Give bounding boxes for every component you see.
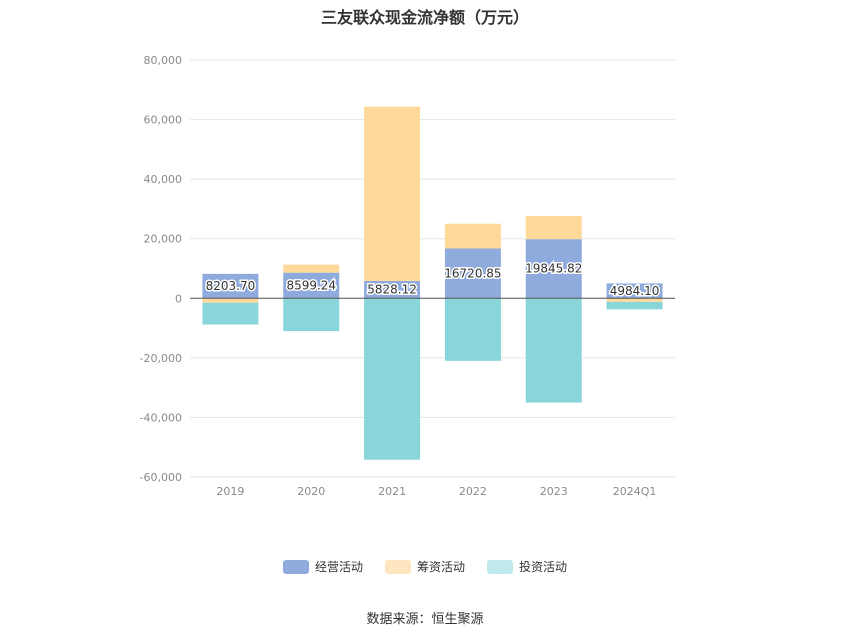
y-tick-label: 40,000 xyxy=(144,173,183,186)
bar-investing xyxy=(283,298,340,332)
bar-financing xyxy=(606,298,663,302)
y-tick-label: 20,000 xyxy=(144,233,183,246)
source-note: 数据来源：恒生聚源 xyxy=(366,612,484,627)
legend-label-investing: 投资活动 xyxy=(519,560,568,574)
legend-swatch-operating xyxy=(282,559,309,574)
bar-investing xyxy=(525,298,582,403)
data-label: 5828.12 xyxy=(367,283,417,297)
x-tick-label: 2019 xyxy=(216,485,244,498)
chart-title: 三友联众现金流净额（万元） xyxy=(320,8,529,27)
legend-item-financing[interactable]: 筹资活动 xyxy=(384,558,465,575)
bar-financing xyxy=(283,264,340,273)
x-tick-label: 2020 xyxy=(297,485,325,498)
bar-financing xyxy=(525,215,582,240)
legend: 经营活动 筹资活动 投资活动 xyxy=(0,558,850,575)
y-tick-label: 0 xyxy=(175,292,182,305)
bar-operating xyxy=(606,283,663,299)
y-tick-label: 60,000 xyxy=(144,114,183,127)
bar-investing xyxy=(444,298,501,361)
legend-label-financing: 筹资活动 xyxy=(416,560,465,574)
bar-operating xyxy=(283,272,340,299)
bar-investing xyxy=(606,301,663,310)
legend-swatch-investing xyxy=(487,559,513,574)
bar-financing xyxy=(202,298,259,303)
y-tick-label: -20,000 xyxy=(140,352,182,365)
x-tick-label: 2023 xyxy=(540,485,568,498)
bar-operating xyxy=(525,239,582,299)
legend-item-operating[interactable]: 经营活动 xyxy=(282,558,363,575)
data-label: 8203.70 xyxy=(206,279,256,293)
data-label: 19845.82 xyxy=(525,262,582,276)
data-label: 4984.10 xyxy=(610,284,660,298)
x-tick-label: 2024Q1 xyxy=(613,485,657,498)
bar-operating xyxy=(202,273,259,299)
x-tick-label: 2022 xyxy=(459,485,487,498)
x-tick-label: 2021 xyxy=(378,485,406,498)
y-tick-label: -60,000 xyxy=(140,471,182,484)
bar-financing xyxy=(364,106,421,281)
bar-operating xyxy=(364,280,421,299)
bar-investing xyxy=(364,298,421,460)
y-tick-label: -40,000 xyxy=(140,411,182,424)
data-label: 16720.85 xyxy=(444,266,501,280)
data-label: 8599.24 xyxy=(286,278,336,292)
bar-operating xyxy=(444,248,501,299)
legend-item-investing[interactable]: 投资活动 xyxy=(487,558,567,575)
bar-financing xyxy=(444,223,501,249)
legend-label-operating: 经营活动 xyxy=(314,560,363,574)
bar-investing xyxy=(202,302,259,325)
legend-swatch-financing xyxy=(384,559,411,574)
y-tick-label: 80,000 xyxy=(144,54,183,67)
